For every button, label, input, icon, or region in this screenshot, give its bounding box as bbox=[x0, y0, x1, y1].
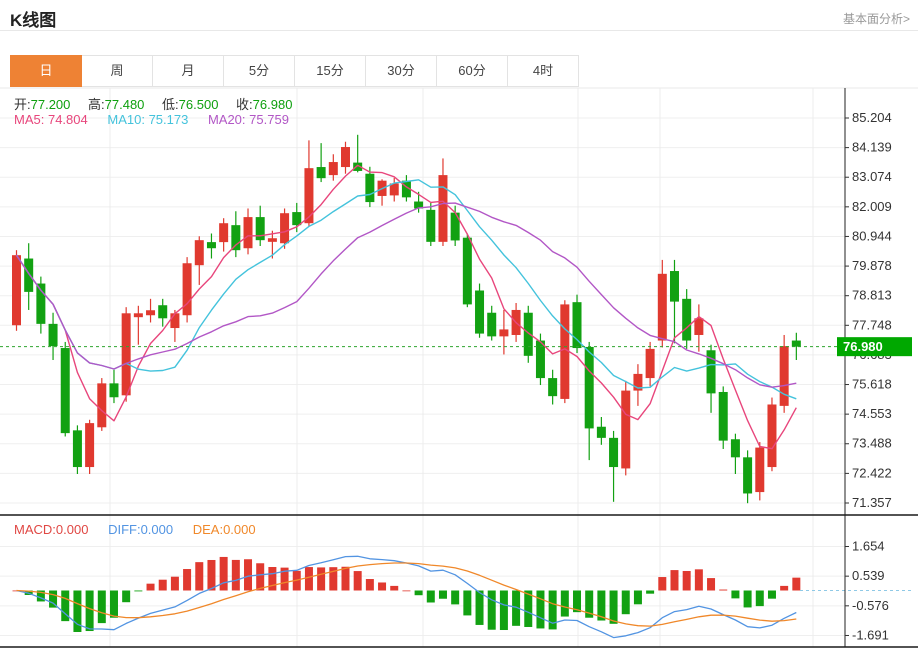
tab-day[interactable]: 日 bbox=[10, 55, 82, 87]
high-label: 高: bbox=[88, 97, 105, 112]
low-value: 76.500 bbox=[178, 97, 219, 112]
diff-readout: DIFF:0.000 bbox=[108, 522, 174, 537]
svg-text:82.009: 82.009 bbox=[852, 199, 892, 214]
tab-4hour[interactable]: 4时 bbox=[507, 55, 579, 87]
svg-text:73.488: 73.488 bbox=[852, 436, 892, 451]
svg-text:74.553: 74.553 bbox=[852, 406, 892, 421]
page-title: K线图 bbox=[10, 11, 57, 30]
svg-text:76.980: 76.980 bbox=[843, 339, 883, 354]
high-value: 77.480 bbox=[104, 97, 145, 112]
tab-60min[interactable]: 60分 bbox=[436, 55, 508, 87]
macd-layer bbox=[12, 555, 912, 639]
fundamental-analysis-link[interactable]: 基本面分析> bbox=[842, 12, 910, 26]
svg-text:71.357: 71.357 bbox=[852, 495, 892, 510]
low-label: 低: bbox=[162, 97, 179, 112]
svg-text:72.422: 72.422 bbox=[852, 465, 892, 480]
current-price-badge: 76.980 bbox=[837, 337, 912, 357]
tab-30min[interactable]: 30分 bbox=[365, 55, 437, 87]
macd-info: MACD:0.000 DIFF:0.000 DEA:0.000 bbox=[14, 522, 256, 537]
open-value: 77.200 bbox=[30, 97, 71, 112]
macd-readout: MACD:0.000 bbox=[14, 522, 89, 537]
svg-text:79.878: 79.878 bbox=[852, 258, 892, 273]
ma5-readout: MA5: 74.804 bbox=[14, 112, 88, 127]
svg-text:-0.576: -0.576 bbox=[852, 598, 889, 613]
open-label: 开: bbox=[14, 97, 31, 112]
tab-5min[interactable]: 5分 bbox=[223, 55, 295, 87]
dea-readout: DEA:0.000 bbox=[192, 522, 256, 537]
svg-text:75.618: 75.618 bbox=[852, 377, 892, 392]
close-value: 76.980 bbox=[252, 97, 293, 112]
ma10-readout: MA10: 75.173 bbox=[107, 112, 189, 127]
ma-lines-layer bbox=[15, 164, 797, 450]
svg-text:80.944: 80.944 bbox=[852, 228, 892, 243]
svg-text:84.139: 84.139 bbox=[852, 140, 892, 155]
svg-text:77.748: 77.748 bbox=[852, 317, 892, 332]
interval-tabs: 日 周 月 5分 15分 30分 60分 4时 bbox=[10, 55, 579, 87]
svg-text:0.539: 0.539 bbox=[852, 568, 885, 583]
ma-info: MA5: 74.804 MA10: 75.173 MA20: 75.759 bbox=[14, 112, 289, 127]
svg-text:83.074: 83.074 bbox=[852, 169, 892, 184]
tab-month[interactable]: 月 bbox=[152, 55, 224, 87]
ohlc-info: 开:77.200 高:77.480 低:76.500 收:76.980 bbox=[14, 94, 306, 113]
candles-layer bbox=[12, 134, 801, 504]
close-label: 收: bbox=[236, 97, 253, 112]
svg-text:-1.691: -1.691 bbox=[852, 627, 889, 642]
ma20-readout: MA20: 75.759 bbox=[207, 112, 289, 127]
svg-text:1.654: 1.654 bbox=[852, 539, 885, 554]
header-divider bbox=[0, 30, 918, 31]
tab-15min[interactable]: 15分 bbox=[294, 55, 366, 87]
svg-text:78.813: 78.813 bbox=[852, 288, 892, 303]
svg-text:85.204: 85.204 bbox=[852, 110, 892, 125]
